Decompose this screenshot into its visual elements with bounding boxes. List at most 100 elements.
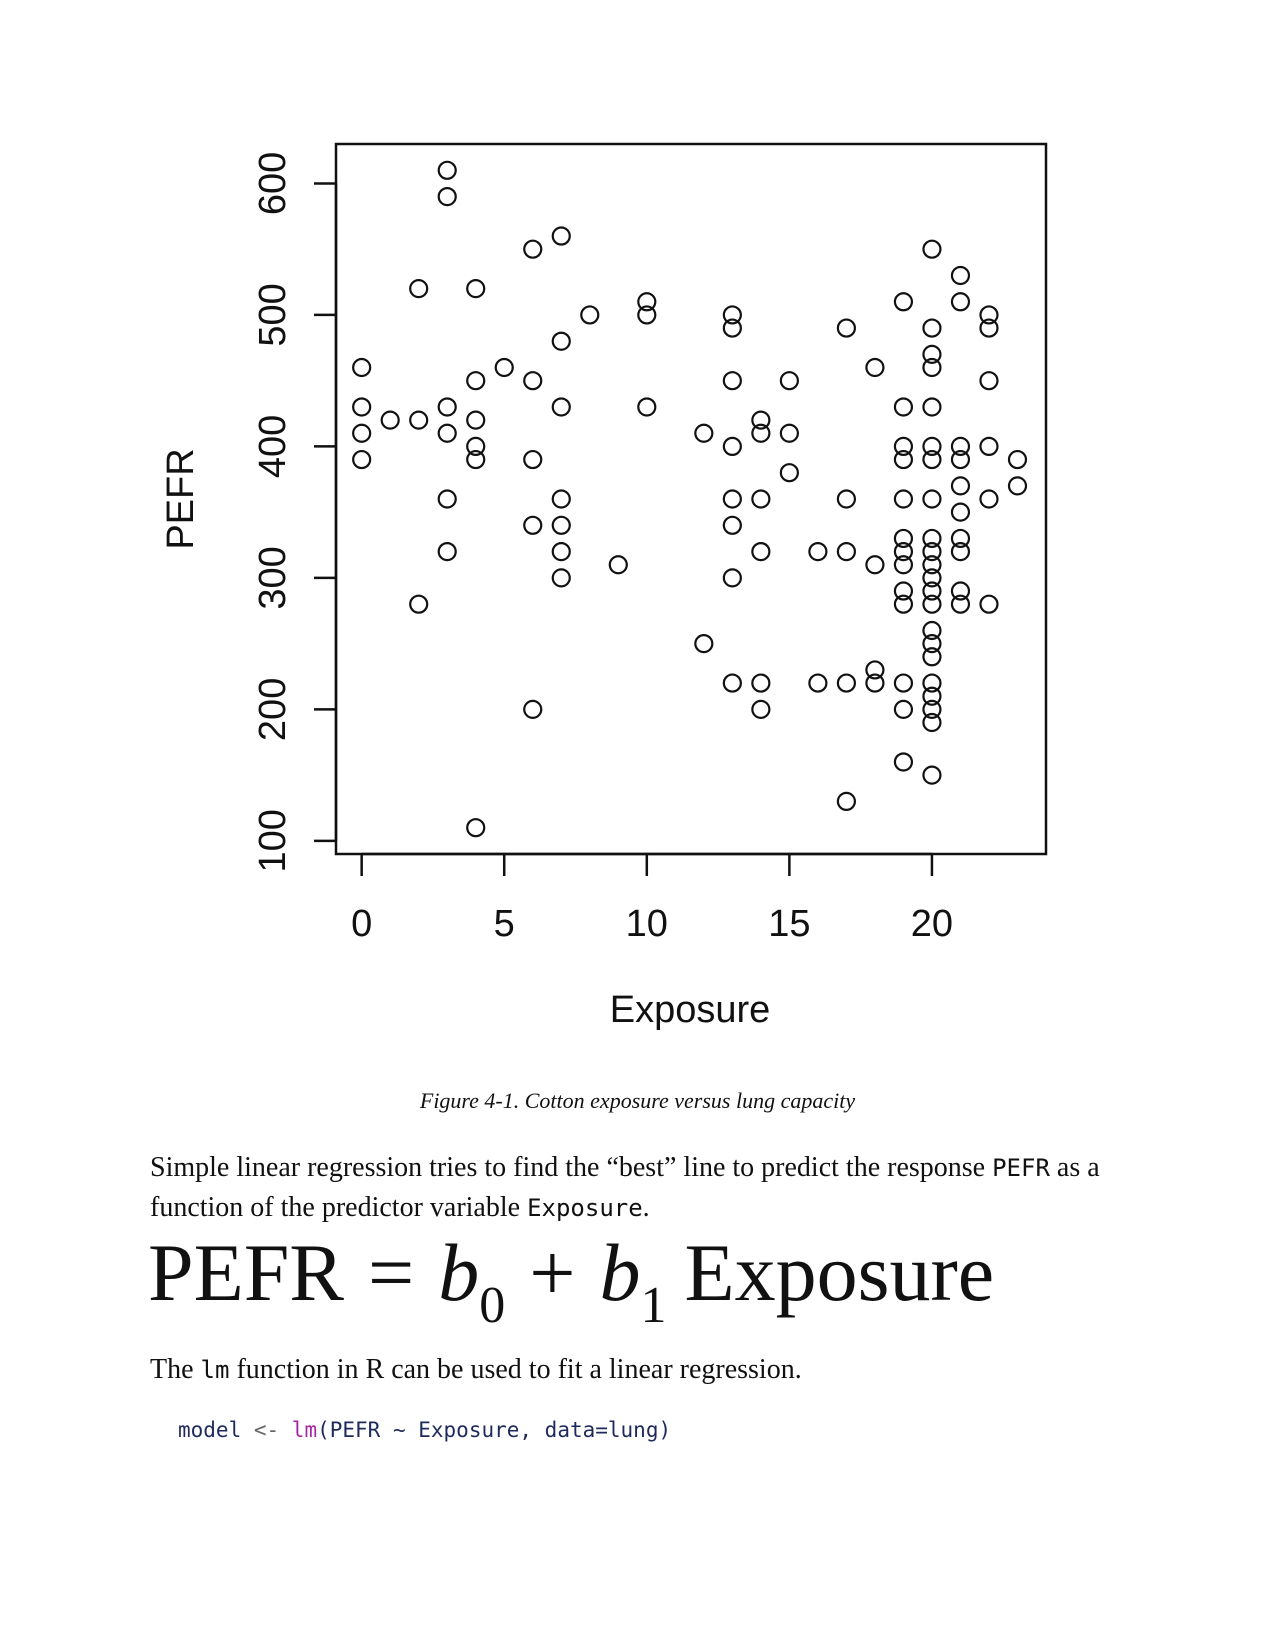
data-point xyxy=(466,449,486,470)
data-point xyxy=(1007,476,1028,496)
data-point xyxy=(551,515,571,535)
data-point xyxy=(722,305,742,325)
data-point xyxy=(437,186,457,207)
data-point xyxy=(751,410,771,430)
data-point xyxy=(722,515,742,535)
data-point xyxy=(836,318,857,338)
data-point xyxy=(979,318,999,338)
equation-sub0: 0 xyxy=(479,1277,506,1334)
x-axis: 0 5 10 15 20 xyxy=(351,852,953,945)
data-point xyxy=(922,449,942,470)
data-point xyxy=(580,305,600,325)
y-tick-label: 100 xyxy=(252,809,294,872)
x-tick-label: 15 xyxy=(768,903,810,945)
figure-caption: Figure 4-1. Cotton exposure versus lung … xyxy=(419,1088,856,1113)
data-point xyxy=(779,463,799,483)
paragraph-simple-regression: Simple linear regression tries to find t… xyxy=(150,1148,1140,1228)
data-point xyxy=(437,489,457,509)
p2-text-end: function in R can be used to fit a linea… xyxy=(229,1354,802,1385)
data-points xyxy=(352,160,1028,838)
y-tick-label: 200 xyxy=(252,678,294,741)
data-point xyxy=(922,568,942,588)
data-point xyxy=(437,423,457,443)
data-point xyxy=(922,239,942,259)
data-point xyxy=(950,528,971,549)
code-paren-close: ) xyxy=(658,1418,672,1442)
data-point xyxy=(922,620,942,641)
equation-b1: b xyxy=(599,1227,641,1318)
data-point xyxy=(751,489,771,509)
data-point xyxy=(893,594,914,614)
data-point xyxy=(608,555,628,575)
data-point xyxy=(922,489,942,509)
scatter-plot: 0 5 10 15 20 100 200 300 400 500 600 Exposure PEF… xyxy=(160,142,1048,1031)
data-point xyxy=(893,752,914,772)
data-point xyxy=(466,818,486,838)
data-point xyxy=(751,541,771,562)
data-point xyxy=(637,292,657,312)
data-point xyxy=(808,673,828,693)
x-tick-label: 20 xyxy=(911,903,953,945)
equation-plus: + xyxy=(529,1227,576,1318)
data-point xyxy=(893,673,914,693)
code-args: PEFR ~ Exposure, data=lung xyxy=(329,1418,659,1442)
data-point xyxy=(437,397,457,417)
regression-equation: PEFR = b0 + b1 Exposure xyxy=(148,1228,994,1351)
data-point xyxy=(409,594,429,614)
data-point xyxy=(779,423,799,443)
y-axis: 100 200 300 400 500 600 xyxy=(252,152,338,873)
data-point xyxy=(380,410,400,430)
data-point xyxy=(893,581,914,601)
data-point xyxy=(352,397,372,417)
data-point xyxy=(551,331,571,351)
data-point xyxy=(950,594,971,614)
x-axis-label: Exposure xyxy=(610,989,771,1031)
data-point xyxy=(466,279,486,299)
data-point xyxy=(950,541,971,562)
data-point xyxy=(950,449,971,470)
y-tick-label: 600 xyxy=(252,152,294,215)
data-point xyxy=(836,489,857,509)
inline-code-exposure: Exposure xyxy=(527,1194,643,1222)
x-tick-label: 5 xyxy=(494,903,515,945)
data-point xyxy=(950,476,971,496)
p2-text-start: The xyxy=(150,1354,201,1385)
data-point xyxy=(694,634,714,654)
data-point xyxy=(523,239,543,259)
code-function: lm xyxy=(291,1418,318,1442)
code-block: model <- lm(PEFR ~ Exposure, data=lung) xyxy=(178,1418,671,1442)
data-point xyxy=(922,541,942,562)
data-point xyxy=(836,673,857,693)
data-point xyxy=(466,436,486,457)
data-point xyxy=(950,292,971,312)
y-axis-label: PEFR xyxy=(160,448,202,549)
data-point xyxy=(523,699,543,719)
y-tick-label: 300 xyxy=(252,546,294,609)
data-point xyxy=(466,371,486,391)
data-point xyxy=(922,528,942,549)
data-point xyxy=(836,791,857,812)
equation-variable: Exposure xyxy=(684,1227,995,1318)
data-point xyxy=(922,594,942,614)
data-point xyxy=(893,397,914,417)
data-point xyxy=(922,436,942,457)
data-point xyxy=(979,436,999,457)
data-point xyxy=(979,489,999,509)
data-point xyxy=(352,357,372,378)
data-point xyxy=(922,712,942,733)
equation-lhs: PEFR xyxy=(148,1227,344,1318)
data-point xyxy=(893,699,914,719)
data-point xyxy=(950,581,971,601)
data-point xyxy=(865,357,885,378)
data-point xyxy=(551,489,571,509)
data-point xyxy=(1007,449,1028,470)
y-tick-label: 500 xyxy=(252,283,294,346)
code-object: model xyxy=(178,1418,242,1442)
data-point xyxy=(950,436,971,457)
inline-code-pefr: PEFR xyxy=(992,1154,1050,1182)
data-point xyxy=(922,699,942,719)
data-point xyxy=(523,449,543,470)
equation-b0: b xyxy=(438,1227,480,1318)
data-point xyxy=(551,226,571,246)
data-point xyxy=(409,410,429,430)
